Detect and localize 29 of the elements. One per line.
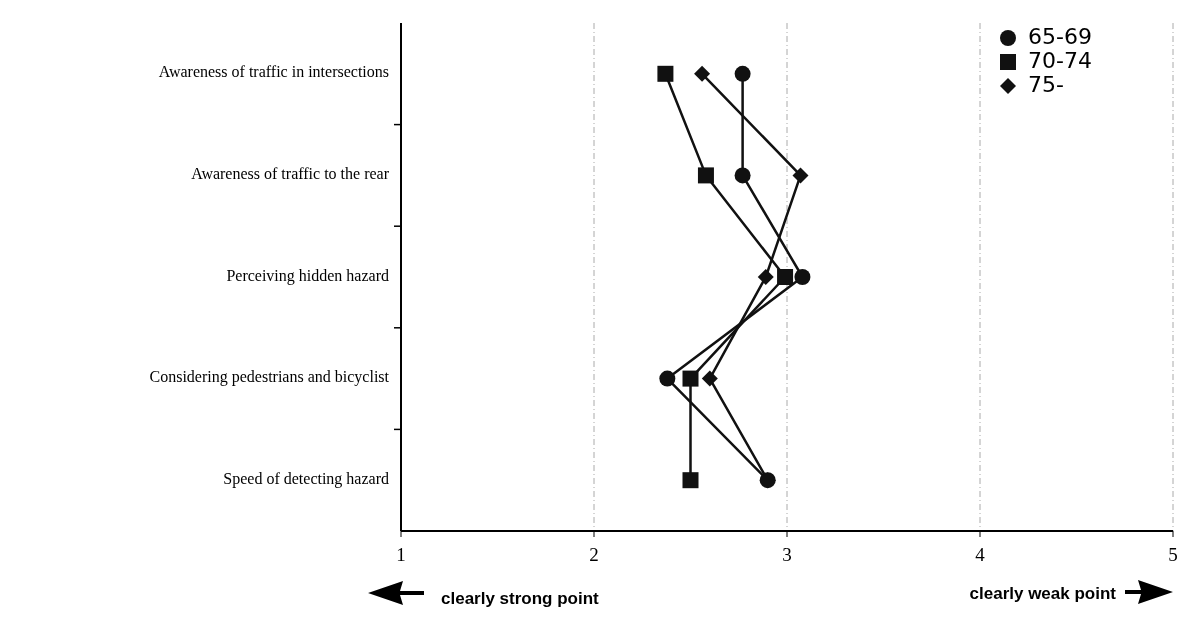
point	[694, 65, 711, 82]
point	[759, 472, 776, 489]
x-tick-label: 4	[975, 544, 986, 565]
x-tick-label: 2	[589, 544, 599, 565]
point	[682, 370, 699, 387]
x-tick-label: 5	[1168, 544, 1178, 565]
point	[657, 65, 674, 82]
x-tick-label: 3	[782, 544, 792, 565]
point	[757, 269, 774, 285]
point	[794, 269, 811, 285]
legend-label: 65-69	[1028, 24, 1092, 49]
y-tick-label: Awareness of traffic in intersections	[158, 63, 389, 81]
point	[701, 370, 718, 387]
text: clearly strong point	[441, 589, 600, 609]
y-tick-label: Considering pedestrians and bicyclist	[149, 368, 390, 387]
y-tick-label: Perceiving hidden hazard	[226, 266, 389, 285]
point	[792, 167, 809, 184]
point	[734, 65, 751, 82]
point	[777, 269, 794, 285]
y-tick-label: Awareness of traffic to the rear	[191, 165, 390, 183]
point	[659, 370, 676, 387]
legend-label: 75-	[1028, 72, 1064, 97]
legend-label: 70-74	[1028, 48, 1092, 73]
y-tick-label: Speed of detecting hazard	[223, 469, 389, 488]
text: clearly weak point	[969, 584, 1117, 604]
point	[682, 472, 699, 489]
point	[697, 167, 714, 184]
x-tick-label: 1	[396, 544, 406, 565]
point	[734, 167, 751, 184]
